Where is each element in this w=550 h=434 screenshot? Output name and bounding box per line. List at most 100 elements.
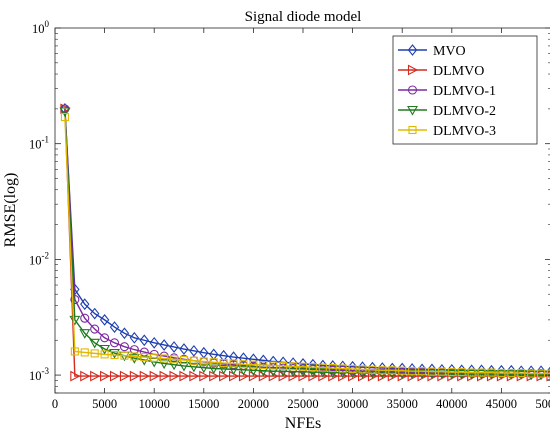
data-point	[466, 370, 478, 380]
data-point	[109, 349, 120, 359]
x-tick-label: 30000	[337, 397, 368, 411]
data-point	[70, 370, 81, 382]
series-5	[60, 112, 550, 378]
data-point	[515, 370, 527, 380]
data-point	[100, 370, 111, 382]
data-point	[69, 315, 81, 326]
legend-marker	[407, 64, 419, 76]
data-point	[308, 363, 317, 372]
x-tick-label: 0	[52, 397, 58, 411]
legend-marker	[407, 44, 418, 56]
data-point	[537, 369, 546, 378]
data-point	[100, 350, 109, 359]
data-point	[218, 364, 230, 375]
data-point	[89, 338, 101, 349]
data-point	[268, 355, 278, 368]
legend-item: DLMVO-3	[398, 124, 496, 139]
data-point	[150, 353, 159, 362]
data-point	[208, 364, 220, 375]
axes-layer: 0 5000 10000 15000 20000 25000 30000 35000 40000…	[29, 19, 550, 411]
data-point	[416, 369, 428, 380]
data-point	[189, 344, 199, 357]
data-point	[189, 356, 198, 365]
data-point	[507, 369, 516, 378]
data-point	[119, 342, 129, 352]
data-point	[129, 370, 141, 382]
data-point	[436, 369, 448, 380]
data-point	[289, 362, 298, 371]
legend-marker	[407, 105, 418, 116]
data-point	[209, 370, 220, 382]
data-point	[109, 370, 121, 382]
data-point	[546, 369, 550, 378]
legend-label: MVO	[433, 44, 466, 59]
data-point	[318, 363, 327, 372]
data-point	[476, 370, 488, 380]
data-point	[228, 365, 240, 376]
data-point	[307, 368, 319, 378]
data-point	[179, 355, 189, 365]
legend-label: DLMVO-2	[433, 104, 496, 119]
legend: MVO DLMVO DLMVO-1 DLMVO-2 DLMVO-3	[392, 35, 538, 145]
data-point	[129, 331, 140, 344]
data-point	[269, 361, 278, 370]
data-point	[219, 359, 228, 368]
data-point	[188, 362, 200, 373]
data-point	[159, 339, 169, 351]
data-point	[238, 352, 249, 365]
data-point	[90, 349, 99, 358]
data-point	[406, 369, 418, 380]
data-point	[259, 361, 268, 370]
x-axis-label: NFEs	[285, 415, 321, 432]
data-point	[158, 359, 170, 370]
data-point	[79, 329, 91, 339]
legend-item: DLMVO-1	[398, 84, 496, 99]
legend-label: DLMVO	[433, 64, 484, 79]
data-point	[398, 366, 407, 375]
legend-label: DLMVO-1	[433, 84, 496, 99]
data-point	[249, 360, 258, 369]
data-point	[268, 370, 279, 382]
data-point	[139, 370, 150, 382]
data-point	[357, 370, 369, 382]
data-point	[298, 370, 309, 382]
legend-marker	[407, 85, 418, 95]
data-point	[247, 366, 259, 376]
data-point	[90, 324, 100, 334]
data-point	[456, 370, 468, 380]
data-point	[139, 334, 149, 347]
data-point	[467, 368, 476, 377]
data-point	[99, 313, 110, 326]
data-point	[178, 361, 190, 372]
data-point	[358, 365, 367, 374]
y-tick-label: 10-1	[29, 135, 49, 152]
data-point	[527, 369, 536, 378]
data-point	[198, 363, 210, 374]
data-point	[426, 369, 438, 380]
data-point	[119, 370, 131, 382]
data-point	[199, 357, 208, 366]
data-point	[487, 368, 496, 377]
x-tick-label: 10000	[139, 397, 170, 411]
data-point	[327, 368, 339, 379]
data-point	[505, 370, 517, 380]
data-point	[128, 354, 140, 364]
data-point	[317, 368, 329, 378]
data-point	[417, 367, 427, 376]
data-point	[447, 368, 456, 377]
data-point	[89, 307, 100, 320]
data-point	[99, 344, 111, 355]
data-point	[59, 107, 71, 118]
data-point	[427, 367, 437, 376]
data-point	[497, 369, 506, 378]
data-point	[287, 367, 299, 378]
y-axis-label: RMSE(log)	[2, 173, 19, 248]
legend-marker	[408, 125, 417, 135]
data-point	[368, 365, 377, 374]
data-point	[160, 354, 169, 363]
data-point	[277, 367, 289, 377]
data-point	[119, 327, 130, 340]
data-point	[239, 360, 248, 369]
data-point	[100, 333, 110, 343]
